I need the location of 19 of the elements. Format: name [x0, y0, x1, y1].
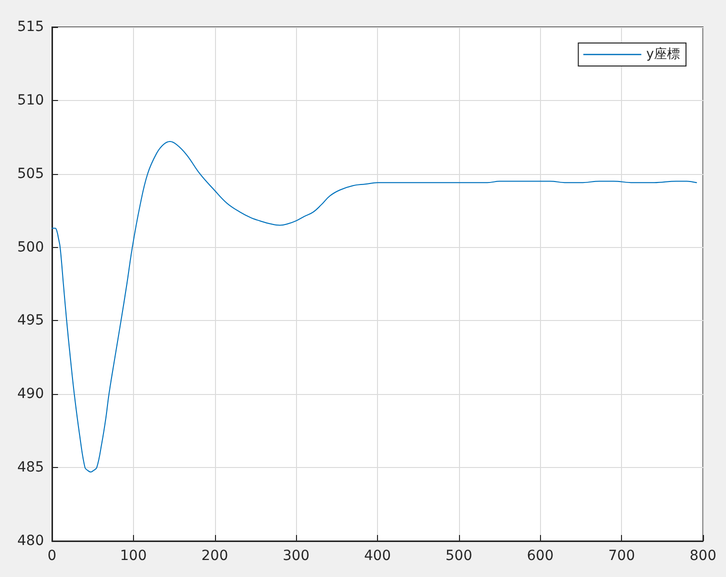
y-tick-label: 510 — [17, 92, 44, 108]
y-tick-label: 495 — [17, 312, 44, 329]
x-tick-label: 800 — [690, 548, 716, 564]
x-tick-label: 0 — [48, 548, 56, 564]
x-tick-label: 500 — [446, 548, 472, 564]
y-tick-label: 515 — [17, 19, 44, 35]
x-tick-label: 100 — [120, 548, 147, 564]
x-tick-label: 300 — [282, 548, 310, 564]
x-tick-label: 200 — [201, 548, 228, 564]
y-tick-label: 480 — [17, 533, 44, 549]
y-tick-label: 490 — [17, 386, 44, 402]
y-tick-label: 500 — [17, 239, 44, 256]
y-tick-label: 505 — [17, 166, 44, 182]
x-tick-label: 400 — [364, 548, 391, 564]
x-tick-label: 700 — [608, 548, 635, 564]
legend-label: y座標 — [646, 46, 680, 62]
line-series — [52, 141, 697, 472]
x-tick-label: 600 — [526, 548, 554, 564]
y-tick-label: 485 — [17, 460, 44, 476]
